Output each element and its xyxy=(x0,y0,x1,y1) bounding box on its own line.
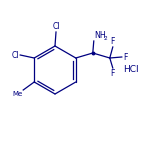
Text: Cl: Cl xyxy=(12,50,19,59)
Text: Cl: Cl xyxy=(52,22,60,31)
Text: Me: Me xyxy=(12,91,22,97)
Text: HCl: HCl xyxy=(123,66,139,74)
Text: 2: 2 xyxy=(103,36,107,41)
Text: F: F xyxy=(111,69,115,78)
Text: F: F xyxy=(123,52,127,62)
Text: F: F xyxy=(111,37,115,46)
Text: NH: NH xyxy=(94,31,105,40)
